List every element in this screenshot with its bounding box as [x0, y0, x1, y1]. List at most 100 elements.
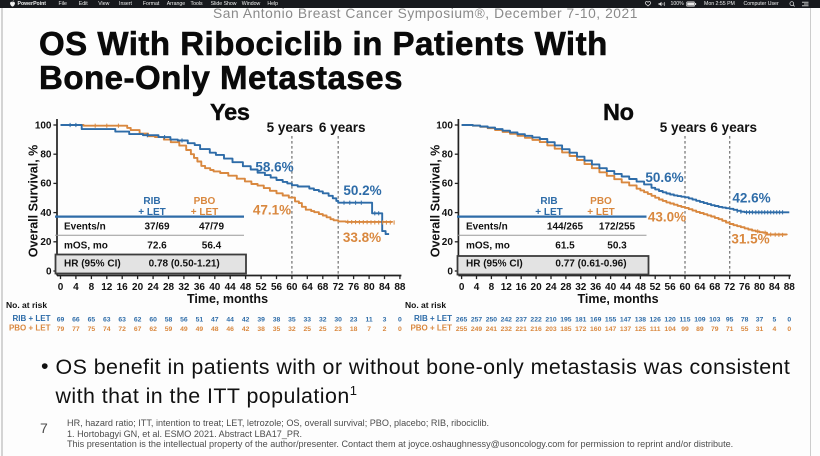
- svg-text:Overall Survival, %: Overall Survival, %: [429, 145, 443, 258]
- svg-text:181: 181: [575, 317, 587, 324]
- svg-text:30: 30: [334, 317, 342, 324]
- svg-text:+ LET: + LET: [138, 207, 166, 218]
- svg-text:109: 109: [694, 317, 706, 324]
- svg-text:8: 8: [489, 282, 495, 293]
- svg-text:221: 221: [516, 326, 528, 333]
- svg-text:25: 25: [319, 326, 327, 333]
- svg-text:+ LET: + LET: [191, 207, 219, 218]
- svg-text:47.1%: 47.1%: [253, 202, 291, 217]
- svg-text:58.6%: 58.6%: [255, 159, 293, 174]
- svg-text:40: 40: [40, 208, 52, 219]
- svg-text:4: 4: [773, 326, 777, 333]
- svg-text:60: 60: [679, 282, 691, 293]
- svg-text:72.6: 72.6: [147, 241, 167, 252]
- svg-text:0: 0: [398, 326, 402, 333]
- svg-text:0: 0: [398, 317, 402, 324]
- svg-text:2: 2: [383, 326, 387, 333]
- svg-text:Time, months: Time, months: [577, 292, 658, 306]
- svg-text:38: 38: [273, 317, 281, 324]
- svg-text:111: 111: [650, 326, 661, 333]
- svg-text:0: 0: [46, 266, 52, 277]
- svg-text:42.6%: 42.6%: [732, 190, 770, 205]
- svg-text:56.4: 56.4: [202, 241, 222, 252]
- svg-text:74: 74: [103, 326, 111, 333]
- svg-text:No. at risk: No. at risk: [6, 300, 47, 310]
- svg-text:62: 62: [134, 317, 142, 324]
- svg-text:155: 155: [605, 317, 617, 324]
- svg-text:43.0%: 43.0%: [648, 209, 686, 224]
- svg-text:69: 69: [57, 317, 65, 324]
- svg-text:46: 46: [226, 326, 234, 333]
- svg-text:62: 62: [149, 326, 157, 333]
- svg-text:76: 76: [348, 282, 360, 293]
- svg-text:126: 126: [650, 317, 662, 324]
- svg-text:61.5: 61.5: [555, 241, 575, 252]
- svg-text:44: 44: [226, 317, 234, 324]
- svg-text:95: 95: [726, 317, 734, 324]
- svg-text:20: 20: [442, 237, 454, 248]
- svg-text:48: 48: [635, 282, 647, 293]
- svg-text:Events/n: Events/n: [466, 222, 508, 233]
- svg-text:PBO + LET: PBO + LET: [410, 324, 452, 333]
- svg-text:39: 39: [257, 317, 265, 324]
- svg-text:11: 11: [366, 317, 373, 324]
- svg-text:5 years: 5 years: [660, 120, 707, 135]
- svg-text:35: 35: [288, 317, 296, 324]
- svg-text:PBO + LET: PBO + LET: [9, 324, 51, 333]
- svg-text:No. at risk: No. at risk: [405, 300, 446, 310]
- svg-text:104: 104: [664, 326, 676, 333]
- svg-text:84: 84: [379, 282, 391, 293]
- svg-text:195: 195: [560, 317, 572, 324]
- svg-text:67: 67: [134, 326, 142, 333]
- svg-text:115: 115: [680, 317, 691, 324]
- svg-text:75: 75: [88, 326, 96, 333]
- svg-text:28: 28: [560, 282, 572, 293]
- svg-text:77: 77: [72, 326, 80, 333]
- svg-text:249: 249: [471, 326, 483, 333]
- svg-text:HR (95% CI): HR (95% CI): [466, 259, 523, 270]
- svg-text:257: 257: [471, 317, 483, 324]
- svg-text:88: 88: [784, 282, 796, 293]
- svg-text:59: 59: [165, 326, 173, 333]
- svg-text:76: 76: [739, 282, 751, 293]
- svg-text:80: 80: [40, 150, 52, 161]
- svg-text:33.8%: 33.8%: [343, 230, 381, 245]
- svg-text:56: 56: [271, 282, 283, 293]
- svg-text:44: 44: [620, 282, 632, 293]
- svg-text:24: 24: [545, 282, 557, 293]
- svg-text:20: 20: [132, 282, 144, 293]
- svg-text:RIB + LET: RIB + LET: [12, 314, 50, 323]
- svg-text:80: 80: [364, 282, 376, 293]
- svg-text:32: 32: [288, 326, 296, 333]
- svg-text:89: 89: [696, 326, 704, 333]
- svg-text:60: 60: [286, 282, 298, 293]
- svg-text:125: 125: [635, 326, 647, 333]
- svg-text:52: 52: [256, 282, 268, 293]
- svg-text:63: 63: [118, 317, 126, 324]
- svg-text:71: 71: [726, 326, 734, 333]
- svg-text:241: 241: [486, 326, 498, 333]
- svg-text:32: 32: [575, 282, 587, 293]
- svg-text:49: 49: [196, 326, 204, 333]
- svg-text:64: 64: [694, 282, 706, 293]
- svg-text:4: 4: [73, 282, 79, 293]
- svg-text:31: 31: [756, 326, 764, 333]
- svg-text:79: 79: [57, 326, 65, 333]
- svg-text:56: 56: [665, 282, 677, 293]
- svg-text:28: 28: [163, 282, 175, 293]
- svg-text:18: 18: [350, 326, 358, 333]
- svg-text:20: 20: [40, 237, 52, 248]
- svg-text:35: 35: [273, 326, 281, 333]
- svg-text:50.2%: 50.2%: [343, 183, 381, 198]
- svg-text:mOS, mo: mOS, mo: [64, 241, 108, 252]
- svg-text:80: 80: [754, 282, 766, 293]
- svg-text:138: 138: [635, 317, 647, 324]
- svg-text:+ LET: + LET: [535, 207, 563, 218]
- svg-text:12: 12: [101, 282, 113, 293]
- svg-text:6 years: 6 years: [319, 120, 366, 135]
- svg-text:64: 64: [302, 282, 314, 293]
- svg-text:137: 137: [620, 326, 632, 333]
- svg-text:144/265: 144/265: [547, 222, 584, 233]
- svg-text:32: 32: [178, 282, 190, 293]
- svg-text:37: 37: [756, 317, 764, 324]
